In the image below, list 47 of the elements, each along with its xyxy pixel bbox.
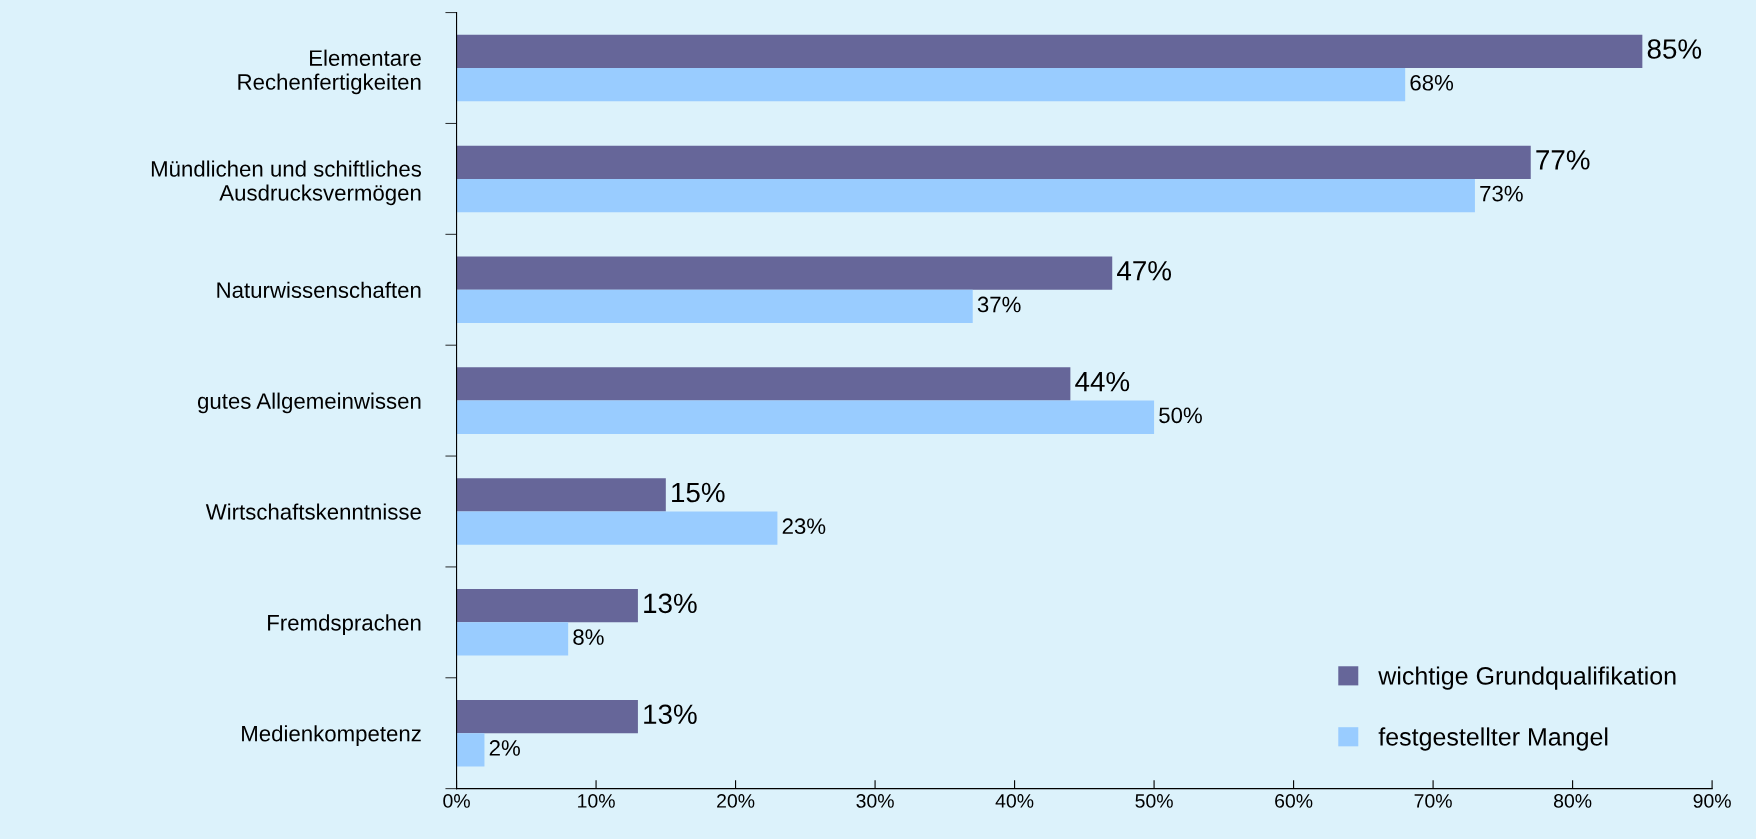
x-tick-label: 70% bbox=[1414, 794, 1452, 808]
legend-label: festgestellter Mangel bbox=[1378, 727, 1608, 751]
x-tick-label: 80% bbox=[1553, 794, 1592, 808]
data-label: 2% bbox=[489, 740, 520, 756]
y-tick-label: Mündlichen und schiftliches Ausdrucksvermögen bbox=[151, 160, 422, 206]
data-label: 47% bbox=[1117, 261, 1172, 281]
bar bbox=[456, 589, 638, 623]
x-tick-label: 20% bbox=[717, 794, 755, 808]
bar bbox=[456, 178, 1475, 213]
bar bbox=[456, 400, 1155, 434]
y-tick-label: Elementare Rechenfertigkeiten bbox=[238, 49, 421, 95]
bar bbox=[456, 289, 973, 324]
data-label: 8% bbox=[573, 629, 604, 645]
data-label: 44% bbox=[1075, 371, 1130, 392]
y-tick-label: Naturwissenschaften bbox=[217, 281, 421, 299]
bar bbox=[456, 34, 1643, 69]
bar bbox=[456, 256, 1113, 290]
data-label: 13% bbox=[644, 704, 697, 725]
x-tick-label: 90% bbox=[1693, 794, 1731, 808]
bar bbox=[456, 622, 569, 656]
bar bbox=[456, 68, 1406, 102]
data-label: 37% bbox=[977, 296, 1021, 313]
y-tick-label: Fremdsprachen bbox=[268, 614, 421, 636]
data-label: 50% bbox=[1159, 407, 1202, 424]
bar bbox=[456, 478, 666, 512]
x-tick-label: 30% bbox=[856, 794, 894, 808]
bar bbox=[456, 367, 1071, 401]
data-label: 23% bbox=[782, 518, 826, 535]
bar bbox=[456, 511, 778, 545]
data-label: 85% bbox=[1647, 39, 1702, 59]
y-tick-label: Medienkompetenz bbox=[242, 725, 421, 746]
x-tick-label: 10% bbox=[578, 794, 615, 808]
data-label: 77% bbox=[1536, 150, 1590, 170]
data-label: 73% bbox=[1480, 185, 1523, 202]
bar bbox=[456, 699, 638, 734]
bar bbox=[456, 733, 485, 767]
x-tick-label: 50% bbox=[1135, 794, 1173, 808]
y-tick-label: Wirtschaftskenntnisse bbox=[205, 503, 421, 520]
data-label: 68% bbox=[1410, 74, 1454, 91]
x-tick-label: 60% bbox=[1275, 794, 1313, 808]
data-label: 13% bbox=[644, 593, 697, 614]
x-tick-label: 0% bbox=[443, 794, 470, 808]
bar bbox=[456, 145, 1531, 179]
data-label: 15% bbox=[672, 482, 725, 503]
y-tick-label: gutes Allgemeinwissen bbox=[197, 392, 421, 414]
legend-label: wichtige Grundqualifikation bbox=[1378, 666, 1676, 690]
x-tick-label: 40% bbox=[995, 794, 1034, 808]
